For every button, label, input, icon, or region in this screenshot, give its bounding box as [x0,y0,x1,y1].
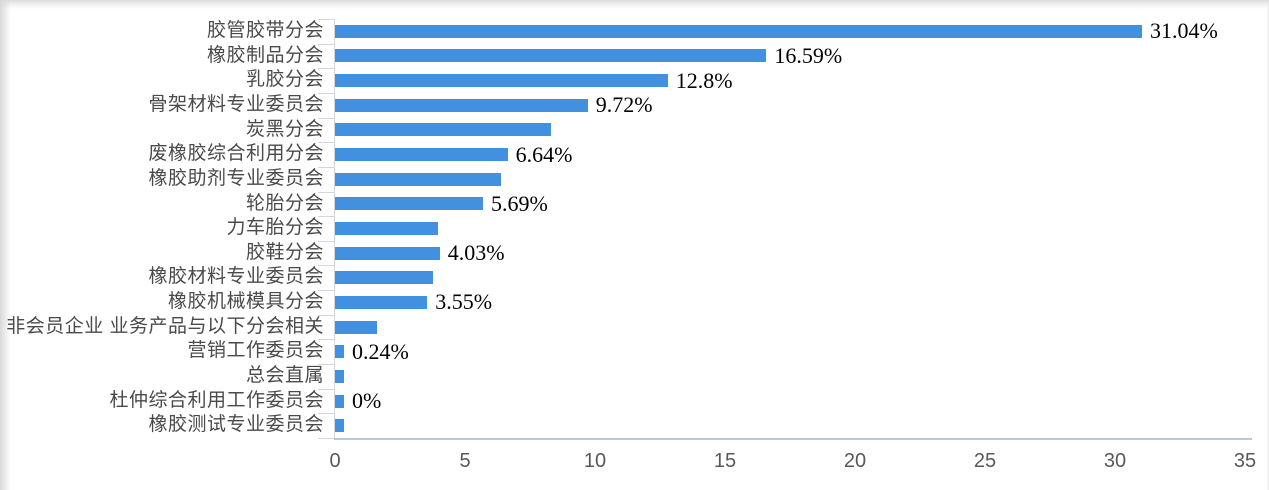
x-tick-label: 35 [1233,450,1257,472]
data-label: 4.03% [447,240,505,266]
category-label: 营销工作委员会 [187,340,324,362]
y-axis-tick [318,265,334,267]
y-axis-tick [318,19,334,20]
x-tick-label: 25 [973,450,997,472]
x-tick-label: 10 [583,450,607,472]
y-axis-tick [318,92,334,94]
bar [335,271,434,285]
data-label: 31.04% [1150,18,1218,44]
category-label: 胶管胶带分会 [206,20,324,41]
category-label: 总会直属 [245,365,324,387]
x-tick-label: 30 [1103,450,1127,472]
bar [335,197,483,211]
bar [335,295,428,309]
category-label: 骨架材料专业委员会 [148,93,324,115]
top-edge-shading [0,0,1269,9]
y-axis-tick [318,142,334,144]
category-label: 乳胶分会 [245,69,324,91]
data-label: 16.59% [774,42,843,68]
category-label: 橡胶测试专业委员会 [148,414,324,436]
category-label: 杜仲综合利用工作委员会 [109,389,324,411]
bar [335,123,551,137]
y-axis-tick [318,68,334,70]
y-axis-tick [318,166,334,168]
y-axis-tick [318,290,334,292]
category-label: 非会员企业 业务产品与以下分会相关 [6,315,324,337]
category-label: 力车胎分会 [226,217,324,239]
bar [335,148,508,162]
y-axis-tick [318,388,334,390]
bar [335,172,502,186]
data-label: 0% [352,388,382,414]
x-tick-label: 0 [329,450,341,472]
y-axis-tick [318,43,334,45]
bar [335,49,767,63]
category-label: 橡胶制品分会 [206,44,324,66]
category-label: 橡胶材料专业委员会 [148,266,324,288]
y-axis-tick [318,216,334,218]
y-axis-tick [318,191,334,193]
data-label: 12.8% [675,67,733,93]
y-axis-tick [318,240,334,242]
data-label: 9.72% [595,92,653,118]
y-axis-tick [318,413,334,415]
category-label: 废橡胶综合利用分会 [148,143,324,165]
bar [335,98,588,112]
x-tick-label: 5 [459,450,471,472]
data-label: 5.69% [490,190,548,216]
bar [335,345,344,359]
category-label: 轮胎分会 [245,192,324,214]
data-label: 3.55% [435,289,493,315]
bar [335,74,668,88]
bar [335,24,1143,38]
category-label: 橡胶助剂专业委员会 [148,167,324,189]
y-axis-tick [318,438,334,439]
bar [335,246,440,260]
x-tick-label: 20 [843,450,867,472]
y-axis-tick [318,364,334,366]
category-label: 胶鞋分会 [245,241,324,263]
y-axis-tick [318,314,334,316]
bar [335,419,344,433]
bar [335,222,439,235]
y-axis-tick [318,339,334,341]
category-label: 炭黑分会 [245,118,324,140]
x-axis-line [334,438,1252,440]
data-label: 0.24% [352,338,409,364]
data-label: 6.64% [515,141,573,167]
bar [335,320,377,334]
bar [335,369,344,383]
y-axis-line [334,19,335,438]
bar [335,394,344,408]
y-axis-tick [318,117,334,119]
category-label: 橡胶机械模具分会 [167,291,324,313]
x-tick-label: 15 [713,450,737,472]
